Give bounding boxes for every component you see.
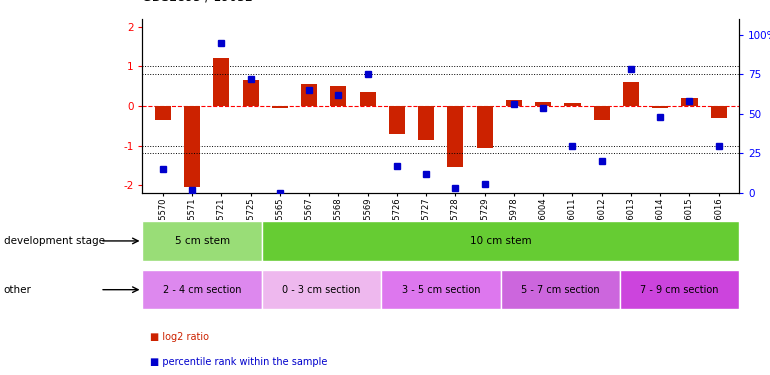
Bar	[564, 103, 581, 106]
Bar	[330, 86, 346, 106]
Bar	[262, 270, 381, 309]
Text: 5 - 7 cm section: 5 - 7 cm section	[521, 285, 600, 295]
Text: 2 - 4 cm section: 2 - 4 cm section	[163, 285, 241, 295]
Bar	[711, 106, 727, 118]
Bar	[213, 58, 229, 106]
Text: 3 - 5 cm section: 3 - 5 cm section	[402, 285, 480, 295]
Bar	[620, 270, 739, 309]
Bar	[652, 106, 668, 108]
Bar	[681, 98, 698, 106]
Text: 7 - 9 cm section: 7 - 9 cm section	[641, 285, 718, 295]
Text: GDS2895 / 19032: GDS2895 / 19032	[142, 0, 253, 4]
Bar	[381, 270, 500, 309]
Bar	[535, 102, 551, 106]
Bar	[594, 106, 610, 120]
Text: ■ log2 ratio: ■ log2 ratio	[150, 333, 209, 342]
Text: 5 cm stem: 5 cm stem	[175, 236, 229, 246]
Bar	[155, 106, 171, 120]
Bar	[142, 270, 262, 309]
Bar	[389, 106, 405, 134]
Text: 0 - 3 cm section: 0 - 3 cm section	[283, 285, 360, 295]
Bar	[243, 80, 259, 106]
Text: development stage: development stage	[4, 236, 105, 246]
Bar	[477, 106, 493, 147]
Bar	[418, 106, 434, 140]
Bar	[506, 100, 522, 106]
Bar	[500, 270, 620, 309]
Bar	[184, 106, 200, 187]
Bar	[360, 92, 376, 106]
Bar	[142, 221, 262, 261]
Text: other: other	[4, 285, 32, 295]
Bar	[301, 84, 317, 106]
Bar	[447, 106, 464, 167]
Text: 10 cm stem: 10 cm stem	[470, 236, 531, 246]
Bar	[272, 106, 288, 108]
Bar	[623, 82, 639, 106]
Text: ■ percentile rank within the sample: ■ percentile rank within the sample	[150, 357, 327, 367]
Bar	[262, 221, 739, 261]
